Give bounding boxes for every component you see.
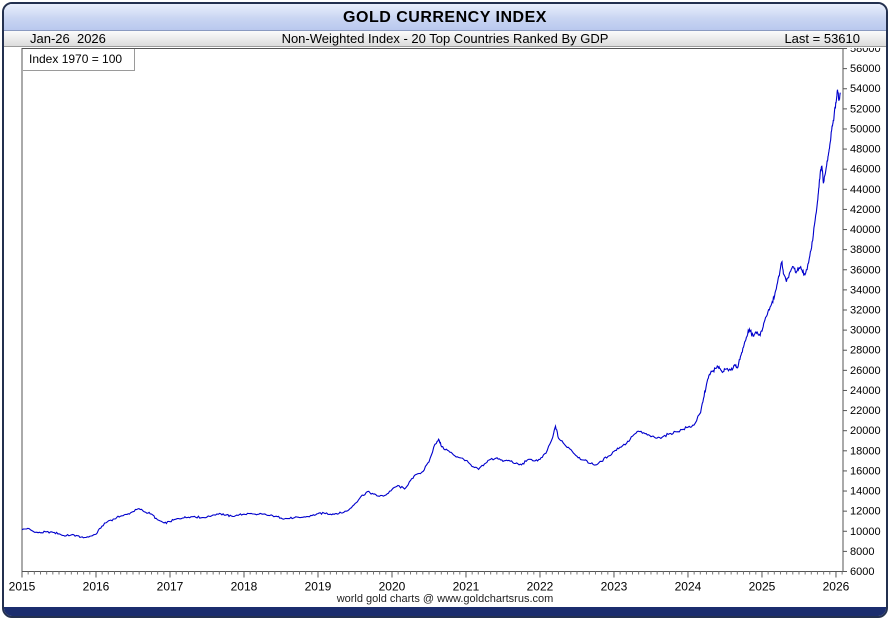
- last-value-label: Last = 53610: [784, 31, 860, 46]
- chart-title: GOLD CURRENCY INDEX: [343, 9, 547, 26]
- price-line: [21, 89, 841, 539]
- y-tick-label: 20000: [850, 425, 881, 437]
- plot-border: [21, 48, 844, 572]
- y-tick-label: 12000: [850, 506, 881, 518]
- date-label: Jan-26 2026: [30, 31, 106, 46]
- y-tick-label: 22000: [850, 405, 881, 417]
- y-tick-label: 58000: [850, 48, 881, 55]
- footer-credit: world gold charts @ www.goldchartsrus.co…: [336, 593, 554, 605]
- x-tick-label: 2023: [601, 580, 628, 594]
- y-tick-label: 44000: [850, 184, 881, 196]
- y-tick-label: 18000: [850, 445, 881, 457]
- y-tick-label: 40000: [850, 224, 881, 236]
- y-tick-label: 46000: [850, 164, 881, 176]
- y-tick-label: 36000: [850, 264, 881, 276]
- y-tick-label: 56000: [850, 63, 881, 75]
- y-tick-label: 42000: [850, 204, 881, 216]
- y-tick-label: 30000: [850, 325, 881, 337]
- sub-header: Jan-26 2026 Non-Weighted Index - 20 Top …: [4, 31, 886, 47]
- y-tick-label: 16000: [850, 465, 881, 477]
- y-tick-label: 26000: [850, 365, 881, 377]
- x-tick-label: 2020: [379, 580, 406, 594]
- title-bar: GOLD CURRENCY INDEX: [4, 4, 886, 31]
- y-tick-label: 50000: [850, 123, 881, 135]
- index-base-annotation: Index 1970 = 100: [23, 49, 136, 71]
- x-tick-label: 2016: [83, 580, 110, 594]
- chart-subtitle: Non-Weighted Index - 20 Top Countries Ra…: [281, 31, 609, 46]
- x-tick-label: 2025: [749, 580, 776, 594]
- y-tick-label: 6000: [850, 566, 874, 578]
- bottom-accent-bar: [4, 607, 886, 616]
- x-tick-label: 2015: [9, 580, 36, 594]
- x-tick-label: 2021: [453, 580, 480, 594]
- x-tick-label: 2017: [157, 580, 184, 594]
- x-tick-label: 2024: [675, 580, 702, 594]
- y-tick-label: 32000: [850, 305, 881, 317]
- x-tick-label: 2019: [305, 580, 332, 594]
- y-tick-label: 8000: [850, 546, 874, 558]
- y-tick-label: 48000: [850, 144, 881, 156]
- y-tick-label: 52000: [850, 103, 881, 115]
- y-tick-label: 38000: [850, 244, 881, 256]
- plot-area: 6000 8000 10000 12000 14000 16000 18000 20000 22…: [9, 48, 881, 594]
- y-tick-label: 54000: [850, 83, 881, 95]
- y-tick-label: 14000: [850, 486, 881, 498]
- y-tick-label: 34000: [850, 284, 881, 296]
- x-tick-label: 2022: [527, 580, 554, 594]
- x-tick-label: 2018: [231, 580, 258, 594]
- y-tick-label: 28000: [850, 345, 881, 357]
- y-tick-label: 24000: [850, 385, 881, 397]
- x-tick-label: 2026: [823, 580, 850, 594]
- y-tick-label: 10000: [850, 526, 881, 538]
